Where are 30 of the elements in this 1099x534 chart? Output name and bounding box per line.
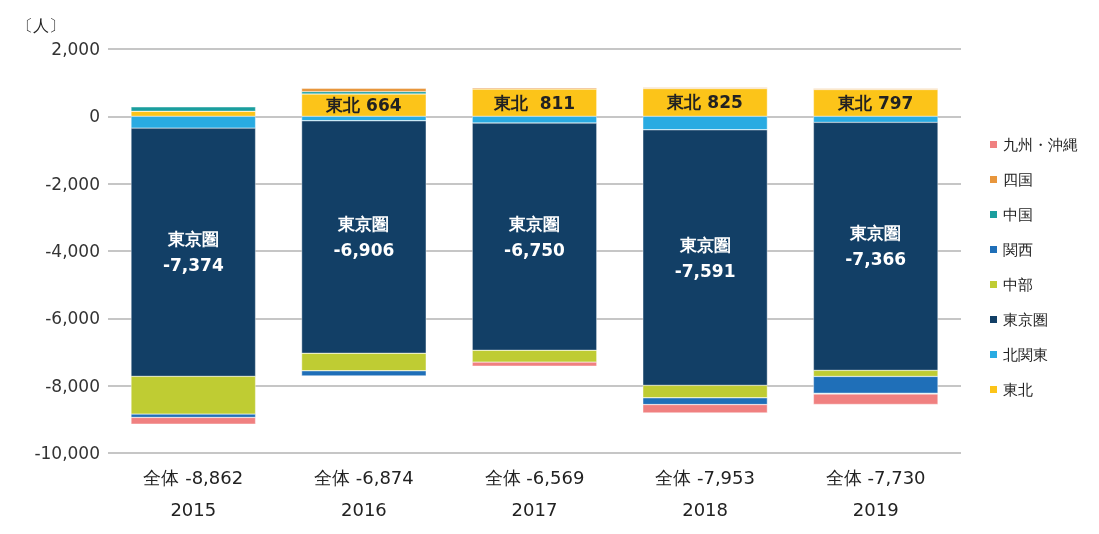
x-tick-label: 全体 -6,569 2017 [484,466,585,520]
legend-label: 九州・沖縄 [1003,135,1078,154]
data-label: 東北 811 [492,92,576,113]
data-label: 東北 797 [837,92,914,113]
legend-label: 中国 [1003,205,1033,224]
x-tick-label: 全体 -7,730 2019 [825,466,926,520]
y-tick-label: -8,000 [45,375,100,396]
data-label: 東京圏 -6,750 [504,213,566,260]
y-tick-label: 0 [89,106,100,127]
x-tick-label: 全体 -6,874 2016 [314,466,414,520]
data-label: 東北 825 [666,92,743,113]
y-tick-label: -4,000 [45,241,100,261]
legend-label: 東北 [1003,380,1033,399]
legend-label: 四国 [1003,170,1033,189]
y-tick-label: 2,000 [51,39,100,59]
legend-label: 北関東 [1003,345,1048,364]
data-label: 東京圏 -6,906 [333,214,395,261]
data-label: 東京圏 -7,366 [845,223,907,270]
legend-label: 中部 [1003,275,1033,294]
y-tick-label: -6,000 [45,308,100,329]
data-label: 東京圏 -7,591 [674,234,736,281]
y-tick-label: -10,000 [34,443,100,463]
legend-label: 東京圏 [1003,310,1048,329]
legend-label: 関西 [1003,240,1033,259]
y-tick-label: -2,000 [45,173,100,194]
x-tick-label: 全体 -8,862 2015 [143,466,244,520]
y-axis-title: 〔人〕 [17,15,65,35]
data-label: 東京圏 -7,374 [162,229,224,276]
x-tick-label: 全体 -7,953 2018 [655,466,755,520]
data-label: 東北 664 [325,95,402,116]
